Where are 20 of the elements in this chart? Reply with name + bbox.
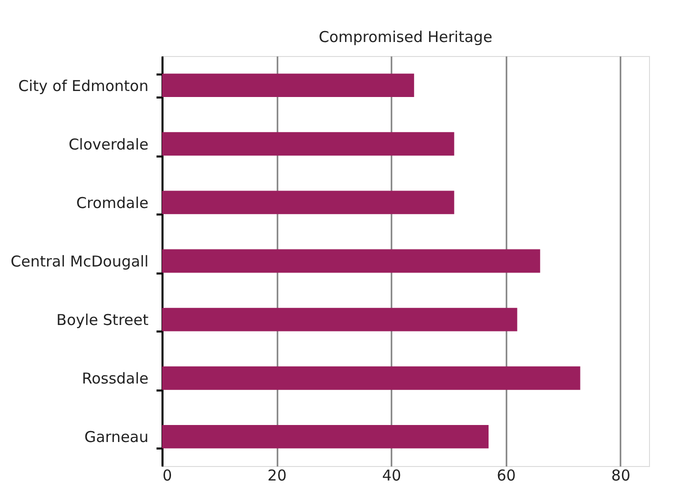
y-tick-label: Cromdale <box>76 194 148 212</box>
bar <box>162 366 580 390</box>
y-tick-label: Garneau <box>84 428 148 446</box>
x-tick-label: 60 <box>496 466 516 484</box>
y-tick-label: Rossdale <box>82 370 148 388</box>
y-tick-label: Central McDougall <box>10 252 148 270</box>
chart-title: Compromised Heritage <box>318 28 492 46</box>
bar <box>162 190 454 214</box>
x-tick-label: 40 <box>382 466 402 484</box>
bar <box>162 308 518 332</box>
bar <box>162 425 489 448</box>
x-tick-label: 0 <box>162 466 172 484</box>
y-tick-label: City of Edmonton <box>18 76 148 95</box>
bar <box>162 249 540 273</box>
y-tick-label: Boyle Street <box>56 311 149 330</box>
bar <box>162 74 414 97</box>
x-tick-label: 80 <box>611 466 630 484</box>
y-tick-label: Cloverdale <box>68 135 148 154</box>
bar <box>162 132 454 156</box>
x-tick-label: 20 <box>268 466 287 484</box>
